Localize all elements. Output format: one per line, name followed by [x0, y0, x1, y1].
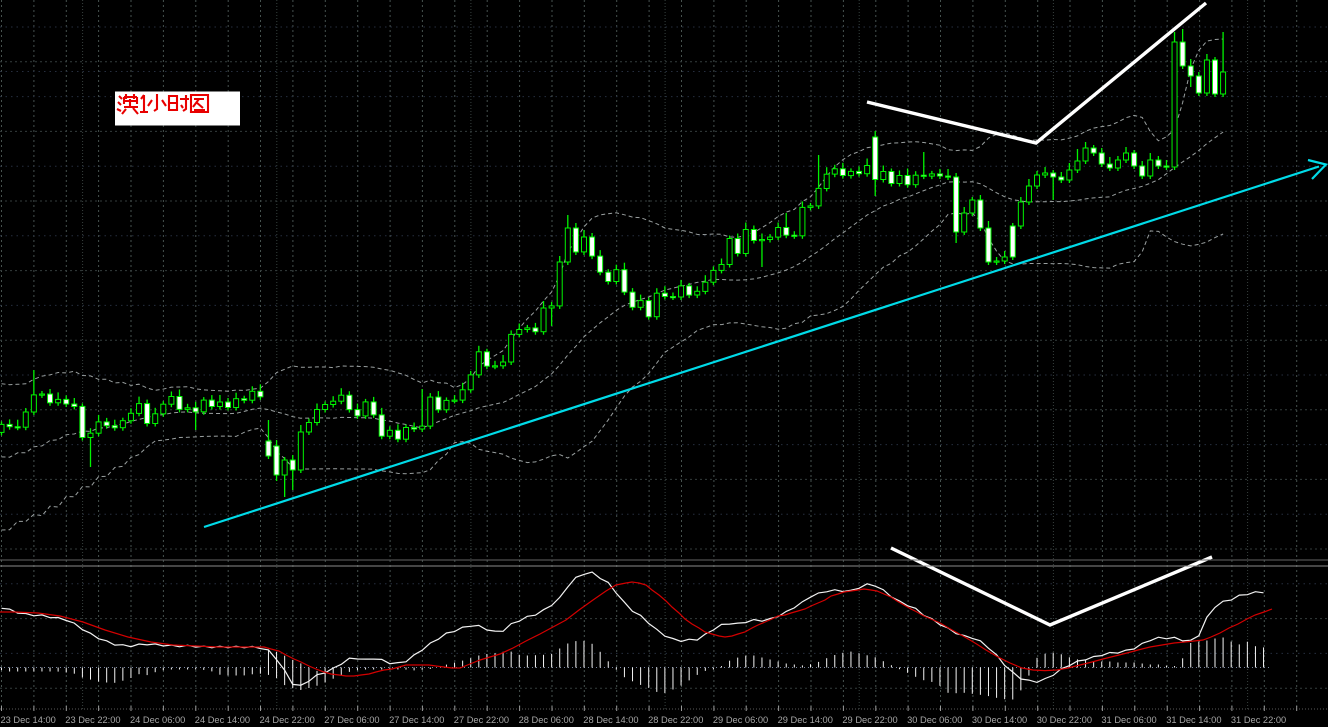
svg-text:27 Dec 22:00: 27 Dec 22:00 — [454, 715, 509, 725]
svg-text:30 Dec 14:00: 30 Dec 14:00 — [972, 715, 1027, 725]
svg-text:31 Dec 14:00: 31 Dec 14:00 — [1166, 715, 1221, 725]
svg-text:24 Dec 06:00: 24 Dec 06:00 — [130, 715, 185, 725]
svg-text:23 Dec 22:00: 23 Dec 22:00 — [65, 715, 120, 725]
svg-text:31 Dec 06:00: 31 Dec 06:00 — [1101, 715, 1156, 725]
svg-text:29 Dec 14:00: 29 Dec 14:00 — [778, 715, 833, 725]
svg-text:24 Dec 14:00: 24 Dec 14:00 — [195, 715, 250, 725]
svg-text:27 Dec 06:00: 27 Dec 06:00 — [324, 715, 379, 725]
svg-text:28 Dec 14:00: 28 Dec 14:00 — [583, 715, 638, 725]
svg-text:29 Dec 22:00: 29 Dec 22:00 — [842, 715, 897, 725]
svg-text:30 Dec 06:00: 30 Dec 06:00 — [907, 715, 962, 725]
svg-text:28 Dec 22:00: 28 Dec 22:00 — [648, 715, 703, 725]
svg-text:31 Dec 22:00: 31 Dec 22:00 — [1231, 715, 1286, 725]
svg-text:30 Dec 22:00: 30 Dec 22:00 — [1037, 715, 1092, 725]
svg-text:29 Dec 06:00: 29 Dec 06:00 — [713, 715, 768, 725]
svg-text:27 Dec 14:00: 27 Dec 14:00 — [389, 715, 444, 725]
svg-text:28 Dec 06:00: 28 Dec 06:00 — [519, 715, 574, 725]
svg-text:24 Dec 22:00: 24 Dec 22:00 — [260, 715, 315, 725]
svg-text:23 Dec 14:00: 23 Dec 14:00 — [1, 715, 56, 725]
